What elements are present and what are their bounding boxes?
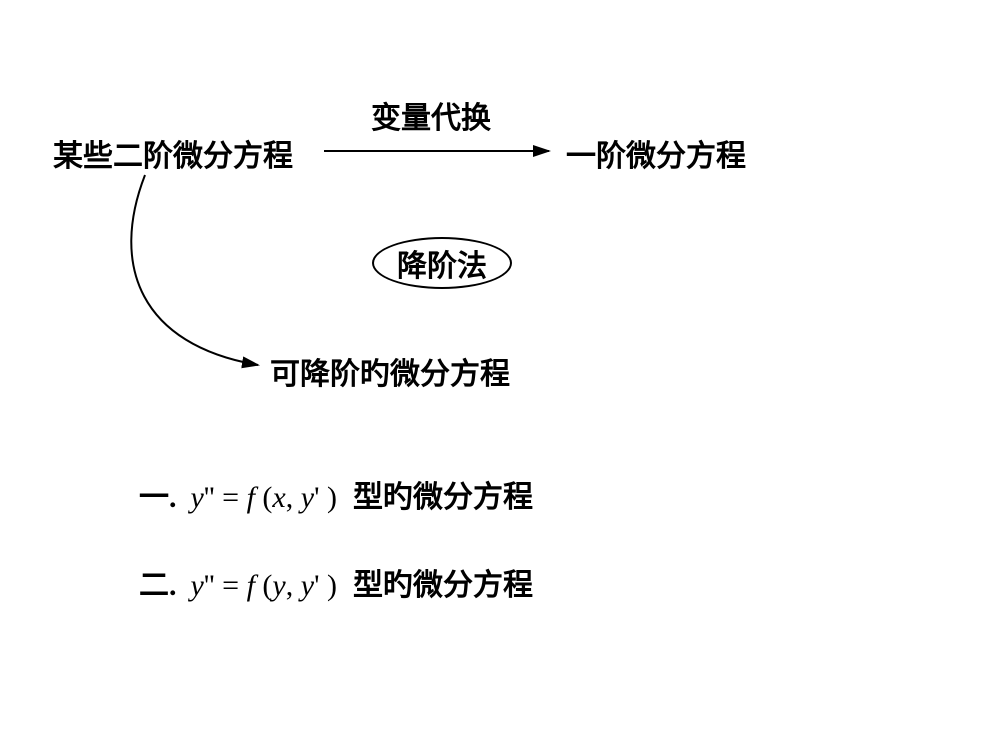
eq2-num: 二. <box>139 560 177 604</box>
curved-arrow <box>110 175 310 385</box>
eq2-suffix: 型旳微分方程 <box>353 560 533 604</box>
equation-1: 一. y'' = f (x, y' ) 型旳微分方程 <box>139 472 533 516</box>
horizontal-arrow <box>324 148 564 168</box>
oval-label: 降阶法 <box>397 241 487 285</box>
right-box-label: 一阶微分方程 <box>566 131 746 175</box>
equation-2: 二. y'' = f (y, y' ) 型旳微分方程 <box>139 560 533 604</box>
eq1-num: 一. <box>139 472 177 516</box>
eq2-math: y'' = f (y, y' ) <box>191 569 337 603</box>
eq1-math: y'' = f (x, y' ) <box>191 481 337 515</box>
left-box-label: 某些二阶微分方程 <box>53 131 293 175</box>
method-oval: 降阶法 <box>372 237 512 289</box>
top-arrow-label: 变量代换 <box>371 93 491 137</box>
eq1-suffix: 型旳微分方程 <box>353 472 533 516</box>
